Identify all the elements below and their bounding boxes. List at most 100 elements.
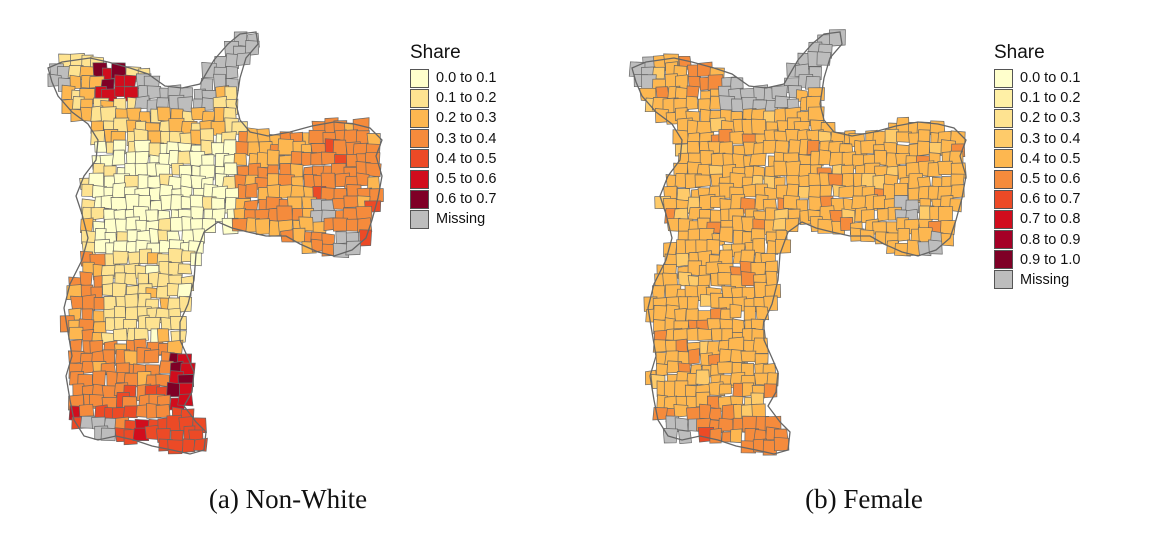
district-cell — [343, 195, 359, 208]
district-cell — [134, 163, 149, 177]
legend-item: 0.3 to 0.4 — [994, 129, 1080, 149]
legend-swatch — [994, 149, 1013, 169]
district-cell — [718, 141, 734, 155]
legend-swatch — [994, 250, 1013, 270]
legend-swatch — [410, 129, 429, 149]
district-cell — [688, 348, 700, 365]
district-cell — [687, 75, 702, 88]
district-cell — [102, 349, 116, 365]
district-cell — [675, 252, 690, 268]
district-cell — [674, 308, 687, 323]
legend-item: 0.2 to 0.3 — [410, 108, 496, 128]
legend-label: 0.5 to 0.6 — [1020, 171, 1081, 188]
district-cell — [81, 294, 96, 311]
district-cell — [111, 149, 126, 166]
district-cell — [332, 217, 349, 232]
legend-item: 0.4 to 0.5 — [994, 149, 1080, 169]
district-cell — [201, 218, 216, 233]
district-cell — [143, 349, 160, 364]
district-cell — [897, 227, 910, 242]
district-cell — [290, 185, 306, 199]
district-cell — [235, 141, 250, 156]
district-cell — [655, 86, 670, 100]
legend-item: 0.6 to 0.7 — [410, 189, 496, 209]
legend-item: 0.6 to 0.7 — [994, 189, 1080, 209]
legend-label: 0.9 to 1.0 — [1020, 251, 1081, 268]
legend-label: 0.1 to 0.2 — [436, 90, 497, 107]
legend-item: Missing — [410, 209, 496, 229]
legend-swatch — [994, 270, 1013, 290]
district-cell — [773, 436, 790, 452]
district-cell — [675, 338, 688, 353]
district-cell — [255, 218, 270, 235]
legend-swatch — [994, 108, 1013, 128]
district-cell — [764, 283, 782, 298]
legend-label: 0.1 to 0.2 — [1020, 90, 1081, 107]
district-cell — [673, 404, 689, 418]
district-cell — [755, 306, 770, 321]
legend-label: 0.5 to 0.6 — [436, 171, 497, 188]
district-cell — [124, 293, 139, 309]
map-cells — [628, 29, 967, 456]
city-outline — [631, 31, 967, 455]
district-cell — [784, 217, 799, 233]
district-cell — [950, 184, 965, 199]
district-cell — [685, 95, 699, 110]
legend-swatch — [994, 169, 1013, 189]
district-cell — [112, 182, 126, 199]
district-cell — [68, 326, 84, 341]
district-cell — [132, 427, 150, 441]
legend-female: Share 0.0 to 0.1 0.1 to 0.2 0.2 to 0.3 0.3 … — [994, 42, 1080, 290]
district-cell — [718, 383, 732, 395]
legend-label: 0.3 to 0.4 — [436, 130, 497, 147]
district-cell — [177, 282, 192, 298]
district-cell — [112, 328, 128, 341]
district-cell — [678, 429, 692, 444]
district-cell — [762, 439, 778, 456]
city-outline — [47, 31, 383, 455]
legend-item: 0.1 to 0.2 — [410, 88, 496, 108]
choropleth-map-female — [628, 29, 967, 456]
legend-item: 0.3 to 0.4 — [410, 129, 496, 149]
legend-swatch — [410, 189, 429, 209]
choropleth-map-non-white — [47, 31, 384, 455]
district-cell — [79, 271, 93, 287]
district-cell — [292, 227, 306, 243]
district-cell — [697, 328, 713, 341]
district-cell — [223, 162, 238, 176]
legend-swatch — [410, 68, 429, 88]
legend-swatch — [994, 68, 1013, 88]
legend-swatch — [410, 149, 429, 169]
legend-non-white: Share 0.0 to 0.1 0.1 to 0.2 0.2 to 0.3 0.3 … — [410, 42, 496, 230]
legend-label: 0.0 to 0.1 — [436, 70, 497, 87]
district-cell — [166, 381, 180, 398]
legend-item: 0.4 to 0.5 — [410, 149, 496, 169]
district-cell — [134, 327, 149, 341]
legend-swatch — [994, 230, 1013, 250]
district-cell — [182, 438, 196, 453]
district-cell — [320, 187, 336, 201]
legend-item: Missing — [994, 270, 1080, 290]
district-cell — [170, 330, 187, 344]
district-cell — [727, 336, 745, 352]
district-cell — [695, 369, 711, 386]
district-cell — [367, 176, 381, 190]
legend-swatch — [994, 129, 1013, 149]
legend-label: 0.0 to 0.1 — [1020, 70, 1081, 87]
district-cell — [156, 328, 170, 343]
legend-swatch — [410, 169, 429, 189]
district-cell — [78, 403, 95, 417]
legend-label: Missing — [436, 211, 486, 228]
district-cell — [92, 370, 106, 386]
district-cell — [876, 208, 890, 222]
legend-label: 0.4 to 0.5 — [1020, 150, 1081, 167]
district-cell — [751, 118, 767, 136]
district-cell — [222, 139, 237, 156]
district-cell — [321, 151, 337, 166]
district-cell — [245, 182, 258, 198]
legend-swatch — [410, 88, 429, 108]
legend-item: 0.9 to 1.0 — [994, 250, 1080, 270]
legend-swatch — [410, 108, 429, 128]
legend-swatch — [410, 209, 429, 229]
legend-title: Share — [994, 42, 1045, 63]
